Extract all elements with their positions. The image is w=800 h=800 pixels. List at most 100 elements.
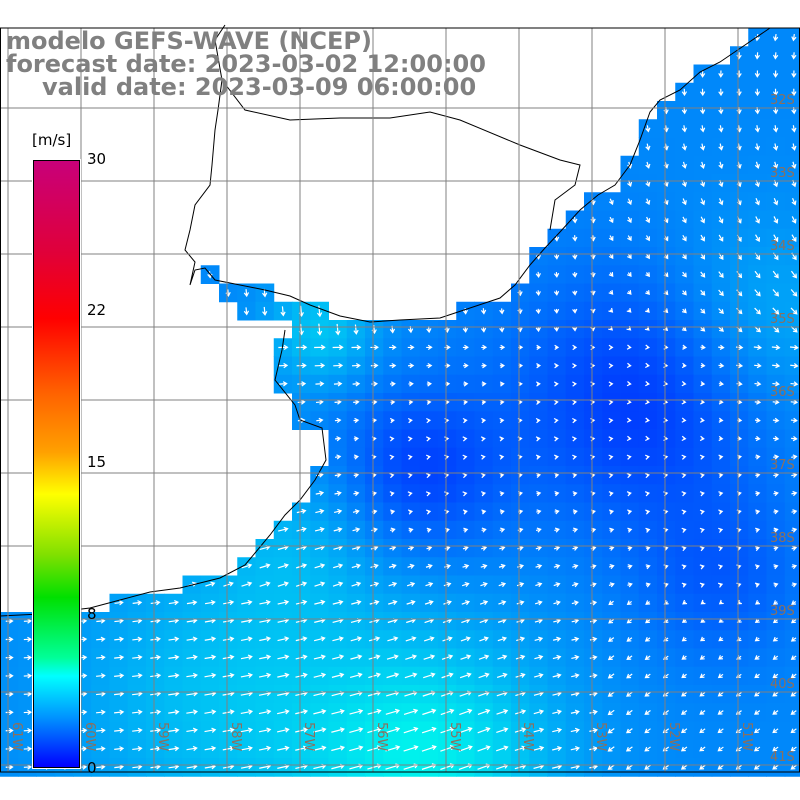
wind-arrow	[607, 764, 615, 770]
wind-arrow	[370, 563, 379, 569]
wind-arrow	[627, 253, 632, 260]
wind-arrow	[516, 582, 525, 588]
wind-arrow	[754, 417, 761, 423]
wind-arrow	[699, 673, 706, 679]
wind-arrow	[700, 289, 706, 296]
wind-arrow	[754, 691, 761, 697]
wind-arrow	[96, 727, 106, 734]
wind-arrow	[296, 563, 308, 569]
wind-arrow	[554, 363, 559, 369]
wind-arrow	[626, 399, 632, 405]
wind-arrow	[682, 344, 688, 350]
valid-date: valid date: 2023-03-09 06:00:00	[42, 73, 477, 101]
colorbar	[32, 159, 81, 769]
wind-arrow	[316, 305, 323, 318]
wind-arrow	[772, 270, 779, 279]
wind-cell	[784, 320, 800, 339]
wind-arrow	[717, 564, 724, 570]
wind-arrow	[460, 654, 472, 660]
wind-arrow	[23, 691, 33, 697]
wind-cell	[784, 210, 800, 230]
wind-arrow	[222, 727, 235, 733]
wind-arrow	[353, 399, 360, 405]
longitude-label: 53W	[593, 722, 608, 752]
wind-arrow	[699, 546, 705, 552]
wind-arrow	[754, 655, 760, 660]
wind-arrow	[754, 307, 761, 315]
wind-arrow	[331, 708, 345, 715]
wind-arrow	[132, 654, 143, 661]
wind-arrow	[718, 582, 724, 588]
wind-arrow	[552, 654, 562, 661]
wind-arrow	[773, 197, 779, 206]
wind-arrow	[790, 673, 797, 679]
wind-arrow	[313, 727, 327, 733]
wind-arrow	[277, 709, 290, 715]
wind-arrow	[644, 472, 650, 479]
wind-arrow	[772, 618, 778, 624]
wind-arrow	[626, 362, 632, 369]
wind-arrow	[645, 582, 651, 588]
model-title: modelo GEFS-WAVE (NCEP)	[6, 27, 372, 55]
wind-arrow	[645, 161, 651, 169]
wind-arrow	[462, 417, 468, 424]
wind-arrow	[333, 527, 343, 533]
wind-arrow	[772, 417, 780, 423]
wind-arrow	[589, 636, 598, 642]
wind-arrow	[390, 399, 396, 405]
wind-arrow	[700, 618, 706, 623]
wind-arrow	[276, 727, 290, 733]
wind-arrow	[680, 710, 688, 715]
wind-arrow	[571, 673, 580, 679]
wind-arrow	[442, 636, 453, 642]
wind-arrow	[459, 672, 472, 679]
wind-arrow	[790, 710, 797, 715]
wind-arrow	[773, 216, 779, 224]
wind-arrow	[681, 618, 687, 623]
wind-arrow	[477, 708, 491, 715]
wind-arrow	[790, 691, 797, 697]
wind-arrow	[5, 673, 14, 679]
longitude-label: 61W	[9, 722, 24, 752]
wind-arrow	[332, 599, 344, 605]
wind-arrow	[791, 472, 798, 478]
wind-arrow	[353, 472, 360, 478]
wind-arrow	[773, 600, 779, 605]
wind-arrow	[333, 381, 343, 387]
wind-arrow	[755, 491, 761, 497]
wind-arrow	[754, 673, 760, 679]
wind-arrow	[389, 454, 395, 460]
wind-arrow	[552, 745, 563, 752]
longitude-label: 56W	[374, 722, 389, 752]
wind-arrow	[150, 727, 162, 734]
wind-arrow	[772, 691, 779, 697]
wind-arrow	[333, 563, 344, 569]
wind-arrow	[700, 362, 706, 369]
wind-arrow	[718, 454, 724, 460]
wind-arrow	[572, 216, 578, 224]
wind-arrow	[462, 563, 470, 569]
wind-arrow	[186, 672, 198, 679]
wind-arrow	[406, 600, 416, 606]
wind-arrow	[241, 599, 253, 606]
wind-arrow	[772, 52, 779, 60]
wind-arrow	[571, 600, 579, 606]
wind-arrow	[96, 746, 106, 752]
wind-arrow	[388, 563, 397, 569]
longitude-label: 60W	[82, 722, 97, 752]
wind-arrow	[589, 746, 599, 752]
wind-arrow	[700, 271, 706, 278]
wind-arrow	[718, 527, 724, 533]
wind-arrow	[259, 599, 271, 606]
wind-arrow	[204, 745, 217, 752]
wind-arrow	[461, 600, 471, 606]
wind-arrow	[718, 636, 724, 642]
wind-arrow	[353, 436, 360, 442]
latitude-label: 41S	[770, 750, 795, 765]
wind-arrow	[389, 362, 397, 369]
wind-arrow	[240, 745, 253, 751]
wind-arrow	[334, 417, 342, 424]
wind-arrow	[572, 527, 579, 533]
wind-arrow	[405, 654, 417, 660]
wind-arrow	[536, 344, 542, 351]
